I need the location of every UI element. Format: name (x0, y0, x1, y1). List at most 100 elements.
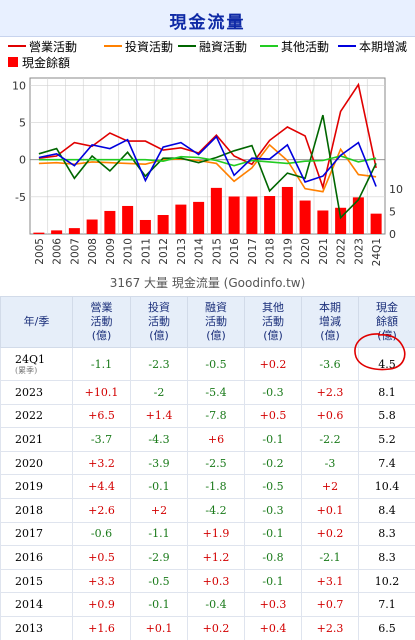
legend-label: 投資活動 (125, 39, 174, 54)
value-cell: +0.2 (301, 521, 359, 547)
legend-item-5: 現金餘額 (8, 54, 70, 70)
period-label: 2022 (15, 409, 43, 423)
hand-drawn-circle-annotation (354, 333, 406, 371)
x-axis-tick-label: 2007 (69, 238, 81, 265)
x-axis-tick-label: 2012 (158, 238, 170, 265)
value-cell: +10.1 (72, 380, 131, 405)
legend-item-3: 其他活動 (260, 38, 329, 54)
bar-cash-balance (299, 200, 311, 234)
value-cell: -0.1 (130, 474, 188, 499)
bar-cash-balance (193, 201, 205, 234)
value-cell: -2.2 (301, 427, 359, 452)
table-row[interactable]: 2019 +4.4 -0.1 -1.8 -0.5 +2 10.4 (0, 474, 415, 499)
value-cell: 7.1 (358, 592, 415, 617)
x-axis-tick-label: 2009 (105, 238, 117, 265)
value-cell: -3 (301, 450, 359, 476)
value-cell: -3.6 (301, 347, 359, 381)
value-cell: -0.1 (244, 521, 302, 547)
value-cell: -1.1 (130, 521, 188, 547)
bar-cash-balance (246, 196, 258, 234)
x-axis-tick-label: 2019 (282, 238, 294, 265)
x-axis-tick-label: 2023 (353, 238, 365, 265)
value-cell: 8.3 (358, 545, 415, 570)
value-cell: -1.8 (187, 474, 245, 499)
x-axis-tick-label: 2018 (265, 238, 277, 265)
bar-cash-balance (122, 205, 134, 234)
column-header-5[interactable]: 本期 增減 (億) (301, 296, 359, 348)
table-row[interactable]: 2022 +6.5 +1.4 -7.8 +0.5 +0.6 5.8 (0, 403, 415, 429)
period-cell: 2016 (0, 545, 73, 570)
chart-caption: 3167 大量 現金流量 (Goodinfo.tw) (109, 276, 306, 290)
bar-cash-balance (210, 187, 222, 234)
table-row[interactable]: 2017 -0.6 -1.1 +1.9 -0.1 +0.2 8.3 (0, 521, 415, 547)
value-cell: 6.5 (358, 615, 415, 640)
table-row[interactable]: 2023 +10.1 -2 -5.4 -0.3 +2.3 8.1 (0, 380, 415, 405)
bar-cash-balance (33, 232, 45, 234)
page-title: 現金流量 (169, 13, 246, 33)
period-cell: 2013 (0, 615, 73, 640)
table-row[interactable]: 2018 +2.6 +2 -4.2 -0.3 +0.1 8.4 (0, 497, 415, 523)
x-axis-tick-label: 2013 (176, 238, 188, 265)
column-header-0[interactable]: 年/季 (0, 296, 73, 348)
column-header-6[interactable]: 現金 餘額 (億) (358, 296, 415, 348)
legend-label: 本期增減 (359, 39, 408, 54)
x-axis-tick-label: 2017 (247, 238, 259, 265)
x-axis-tick-label: 2011 (140, 238, 152, 265)
column-header-1[interactable]: 營業 活動 (億) (72, 296, 131, 348)
bar-cash-balance (370, 213, 382, 234)
left-axis-tick-label: 0 (19, 154, 26, 167)
left-axis-tick-label: 10 (12, 79, 26, 92)
series-line-0 (38, 82, 377, 191)
period-label: 2014 (15, 598, 43, 612)
x-axis-tick-label: 2022 (336, 238, 348, 265)
value-cell: -2.5 (187, 450, 245, 476)
value-cell: +1.9 (187, 521, 245, 547)
legend-label: 現金餘額 (22, 55, 71, 70)
value-cell: -0.5 (244, 474, 302, 499)
value-cell: -0.4 (187, 592, 245, 617)
cash-flow-table-container: 年/季 營業 活動 (億) 投資 活動 (億) 融資 活動 (億) 其他 活動 (億) 本期 增減 (億) 現金… (0, 296, 415, 640)
series-line-3 (38, 155, 377, 167)
legend-item-2: 融資活動 (178, 38, 247, 54)
table-row[interactable]: 2014 +0.9 -0.1 -0.4 +0.3 +0.7 7.1 (0, 592, 415, 617)
table-row[interactable]: 2013 +1.6 +0.1 +0.2 +0.4 +2.3 6.5 (0, 615, 415, 640)
value-cell: +0.2 (187, 615, 245, 640)
period-cell: 24Q1 (累季) (0, 347, 73, 381)
period-cell: 2023 (0, 380, 73, 405)
bar-cash-balance (228, 196, 240, 234)
table-row[interactable]: 2015 +3.3 -0.5 +0.3 -0.1 +3.1 10.2 (0, 568, 415, 594)
legend-label: 營業活動 (29, 39, 78, 54)
value-cell: +1.4 (130, 403, 188, 429)
table-row[interactable]: 24Q1 (累季) -1.1 -2.3 -0.5 +0.2 -3.6 4.5 (0, 347, 415, 381)
x-axis-tick-label: 2021 (318, 238, 330, 265)
value-cell: +3.2 (72, 450, 131, 476)
x-axis-tick-label: 2020 (300, 238, 312, 265)
value-cell: -0.6 (72, 521, 131, 547)
column-header-4[interactable]: 其他 活動 (億) (244, 296, 302, 348)
legend-item-0: 營業活動 (8, 38, 77, 54)
value-cell: +6 (187, 427, 245, 452)
value-cell: +6.5 (72, 403, 131, 429)
bar-cash-balance (335, 207, 347, 234)
value-cell: -0.3 (244, 380, 302, 405)
value-cell: -0.5 (130, 568, 188, 594)
series-line-1 (38, 143, 377, 193)
value-cell: -1.1 (72, 347, 131, 381)
value-cell: -0.8 (244, 545, 302, 570)
value-cell: 8.4 (358, 497, 415, 523)
column-header-3[interactable]: 融資 活動 (億) (187, 296, 245, 348)
value-cell: +3.1 (301, 568, 359, 594)
value-cell: +2.3 (301, 380, 359, 405)
period-label: 2015 (15, 574, 43, 588)
table-row[interactable]: 2016 +0.5 -2.9 +1.2 -0.8 -2.1 8.3 (0, 545, 415, 570)
value-cell: -0.1 (130, 592, 188, 617)
table-row[interactable]: 2020 +3.2 -3.9 -2.5 -0.2 -3 7.4 (0, 450, 415, 476)
value-cell: -2 (130, 380, 188, 405)
x-axis-tick-label: 24Q1 (371, 238, 383, 266)
column-header-2[interactable]: 投資 活動 (億) (130, 296, 188, 348)
period-label: 24Q1 (15, 353, 46, 366)
title-bar: 現金流量 (0, 0, 415, 37)
table-row[interactable]: 2021 -3.7 -4.3 +6 -0.1 -2.2 5.2 (0, 427, 415, 452)
legend-swatch (8, 45, 26, 47)
left-axis-tick-label: -5 (15, 191, 26, 204)
